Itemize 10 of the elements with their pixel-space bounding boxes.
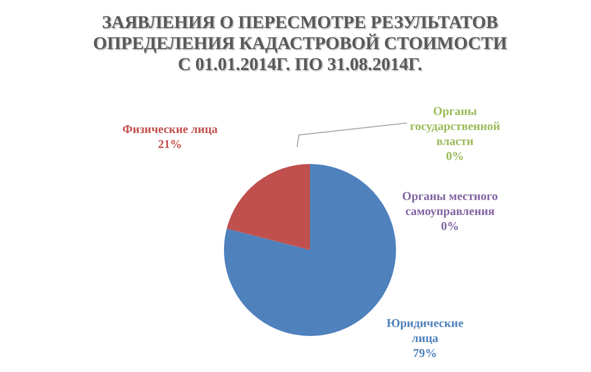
chart-title: ЗАЯВЛЕНИЯ О ПЕРЕСМОТРЕ РЕЗУЛЬТАТОВ ОПРЕДЕЛЕНИЯ КАДАСТРОВОЙ СТОИМОСТИ С 01.01.2014Г. ПО 31.08.2014Г. <box>92 12 508 75</box>
category-label: Органы государственной власти <box>410 104 500 148</box>
text: 0% <box>441 219 459 233</box>
data-label: 21% <box>158 137 182 151</box>
slice-label: Юридические лица <box>386 316 464 345</box>
data-label: 79% <box>413 346 437 360</box>
slice-label: Физические лица <box>122 122 218 136</box>
pie-slice <box>226 164 310 250</box>
category-label: Органы местного самоуправления <box>402 189 498 218</box>
text: 0% <box>446 149 464 163</box>
